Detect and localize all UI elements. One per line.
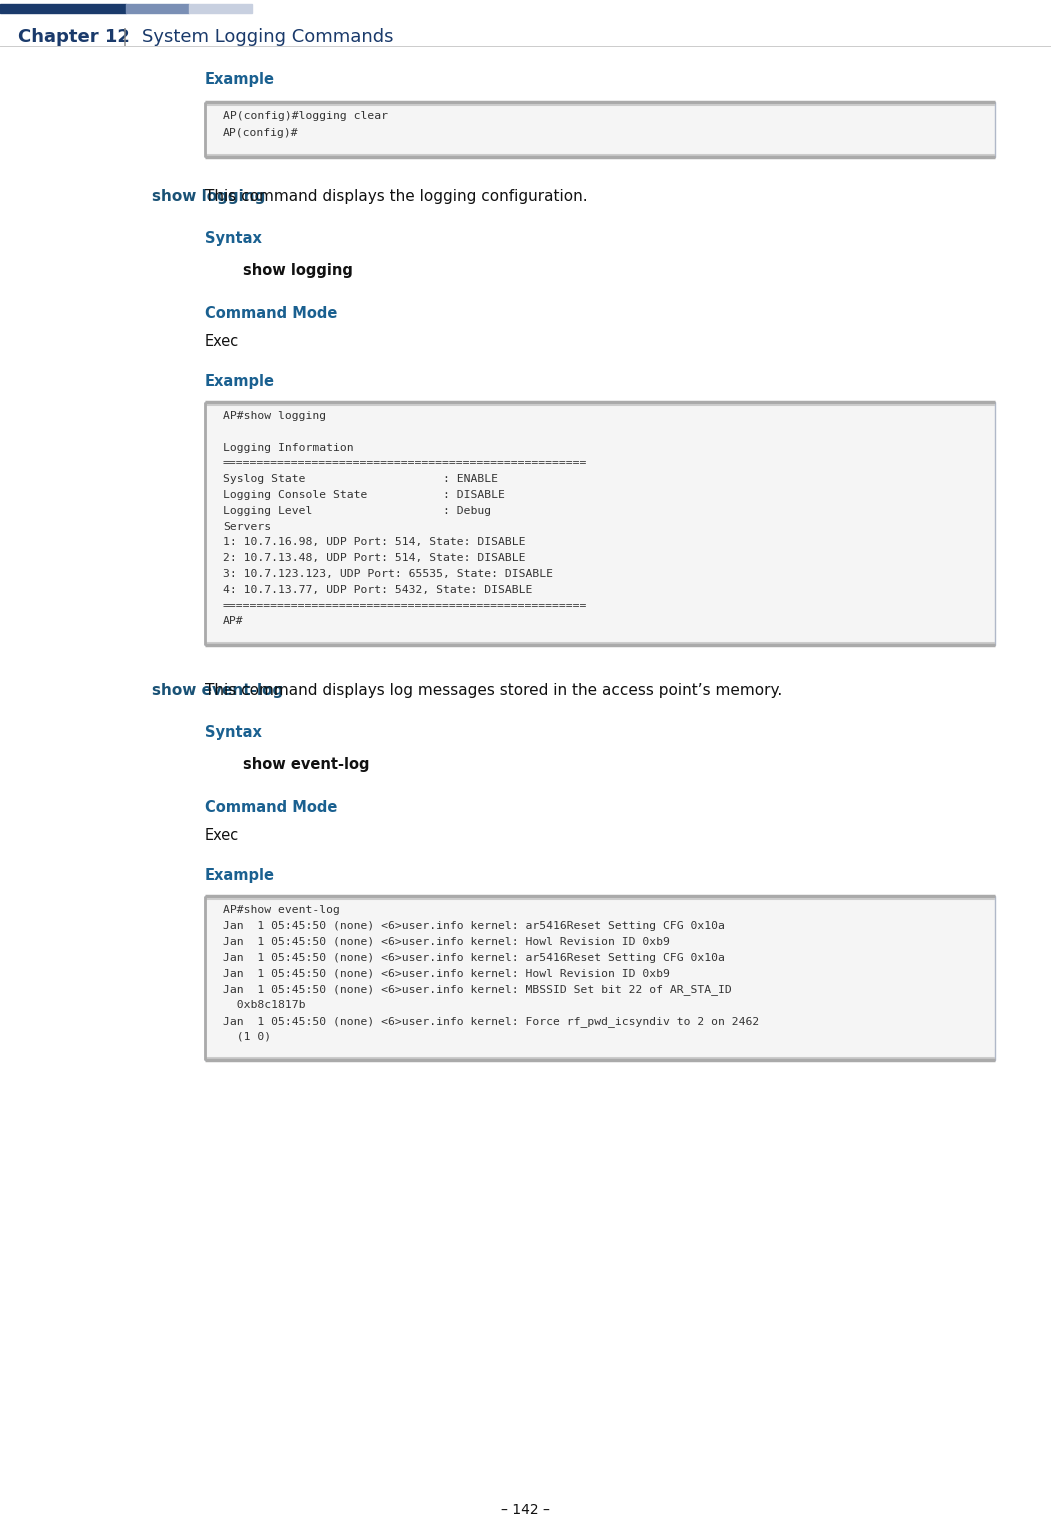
- Text: 4: 10.7.13.77, UDP Port: 5432, State: DISABLE: 4: 10.7.13.77, UDP Port: 5432, State: DI…: [223, 585, 533, 594]
- Text: Example: Example: [205, 72, 275, 87]
- Text: |: |: [122, 28, 128, 46]
- Text: Jan  1 05:45:50 (none) <6>user.info kernel: Howl Revision ID 0xb9: Jan 1 05:45:50 (none) <6>user.info kerne…: [223, 936, 669, 947]
- Text: Jan  1 05:45:50 (none) <6>user.info kernel: ar5416Reset Setting CFG 0x10a: Jan 1 05:45:50 (none) <6>user.info kerne…: [223, 953, 725, 962]
- Text: Syntax: Syntax: [205, 230, 262, 246]
- FancyBboxPatch shape: [205, 101, 995, 157]
- Text: show event-log: show event-log: [243, 757, 370, 772]
- Text: AP(config)#: AP(config)#: [223, 127, 298, 138]
- Text: Jan  1 05:45:50 (none) <6>user.info kernel: Howl Revision ID 0xb9: Jan 1 05:45:50 (none) <6>user.info kerne…: [223, 969, 669, 978]
- Text: Exec: Exec: [205, 829, 240, 843]
- Text: 0xb8c1817b: 0xb8c1817b: [223, 999, 306, 1010]
- Text: – 142 –: – 142 –: [501, 1503, 550, 1517]
- Text: 1: 10.7.16.98, UDP Port: 514, State: DISABLE: 1: 10.7.16.98, UDP Port: 514, State: DIS…: [223, 537, 526, 548]
- Text: Logging Console State           : DISABLE: Logging Console State : DISABLE: [223, 490, 504, 500]
- Text: Logging Level                   : Debug: Logging Level : Debug: [223, 507, 491, 516]
- Text: AP#show event-log: AP#show event-log: [223, 906, 339, 915]
- Text: 2: 10.7.13.48, UDP Port: 514, State: DISABLE: 2: 10.7.13.48, UDP Port: 514, State: DIS…: [223, 553, 526, 563]
- Text: 3: 10.7.123.123, UDP Port: 65535, State: DISABLE: 3: 10.7.123.123, UDP Port: 65535, State:…: [223, 569, 553, 579]
- Text: Servers: Servers: [223, 522, 271, 531]
- Text: This command displays log messages stored in the access point’s memory.: This command displays log messages store…: [205, 683, 782, 698]
- Text: (1 0): (1 0): [223, 1032, 271, 1042]
- Text: show logging: show logging: [152, 189, 265, 204]
- Text: Example: Example: [205, 375, 275, 388]
- Text: Chapter 12: Chapter 12: [18, 28, 130, 46]
- Text: show event-log: show event-log: [152, 683, 284, 698]
- Text: Syslog State                    : ENABLE: Syslog State : ENABLE: [223, 474, 498, 484]
- Text: Syntax: Syntax: [205, 725, 262, 740]
- Text: Command Mode: Command Mode: [205, 800, 337, 815]
- FancyBboxPatch shape: [205, 896, 995, 1061]
- Bar: [189, 5, 252, 12]
- Bar: [126, 5, 189, 12]
- Text: This command displays the logging configuration.: This command displays the logging config…: [205, 189, 588, 204]
- Text: AP#: AP#: [223, 617, 244, 626]
- Text: =====================================================: ========================================…: [223, 600, 588, 611]
- Text: Exec: Exec: [205, 335, 240, 348]
- Text: AP#show logging: AP#show logging: [223, 411, 326, 421]
- Text: =====================================================: ========================================…: [223, 459, 588, 468]
- Text: Example: Example: [205, 869, 275, 883]
- Text: Jan  1 05:45:50 (none) <6>user.info kernel: MBSSID Set bit 22 of AR_STA_ID: Jan 1 05:45:50 (none) <6>user.info kerne…: [223, 984, 731, 995]
- Text: Jan  1 05:45:50 (none) <6>user.info kernel: ar5416Reset Setting CFG 0x10a: Jan 1 05:45:50 (none) <6>user.info kerne…: [223, 921, 725, 932]
- Text: System Logging Commands: System Logging Commands: [142, 28, 393, 46]
- Bar: [0, 5, 126, 12]
- Text: Logging Information: Logging Information: [223, 442, 353, 453]
- Text: AP(config)#logging clear: AP(config)#logging clear: [223, 111, 388, 121]
- Text: show logging: show logging: [243, 262, 353, 278]
- Text: Command Mode: Command Mode: [205, 305, 337, 321]
- Text: Jan  1 05:45:50 (none) <6>user.info kernel: Force rf_pwd_icsyndiv to 2 on 2462: Jan 1 05:45:50 (none) <6>user.info kerne…: [223, 1016, 759, 1027]
- FancyBboxPatch shape: [205, 402, 995, 645]
